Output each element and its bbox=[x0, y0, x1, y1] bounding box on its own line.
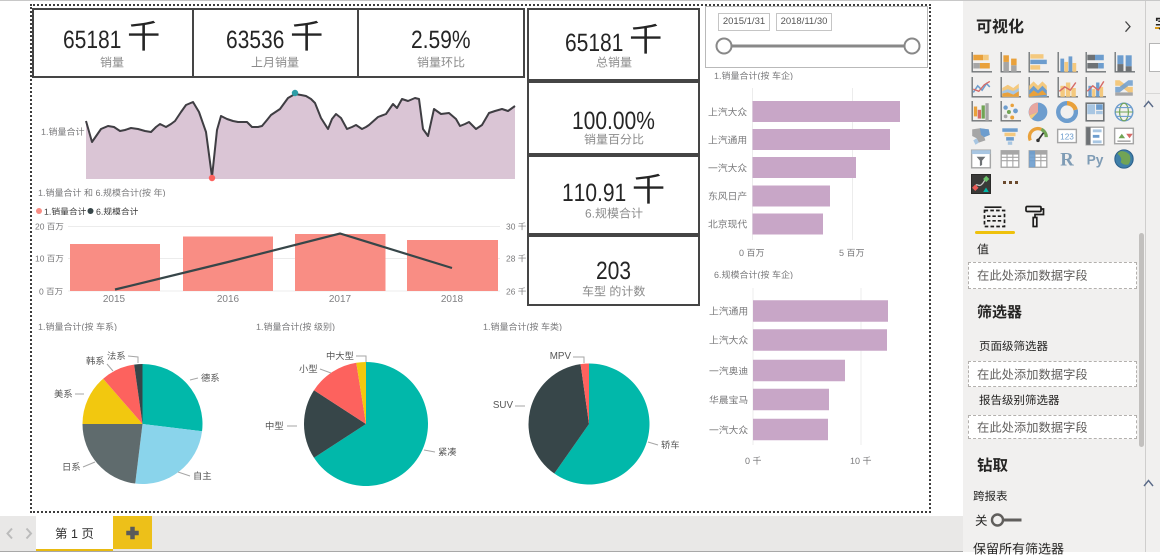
svg-text:R: R bbox=[1060, 150, 1074, 170]
svg-text:123: 123 bbox=[1060, 132, 1074, 141]
svg-text:Py: Py bbox=[1087, 153, 1104, 168]
